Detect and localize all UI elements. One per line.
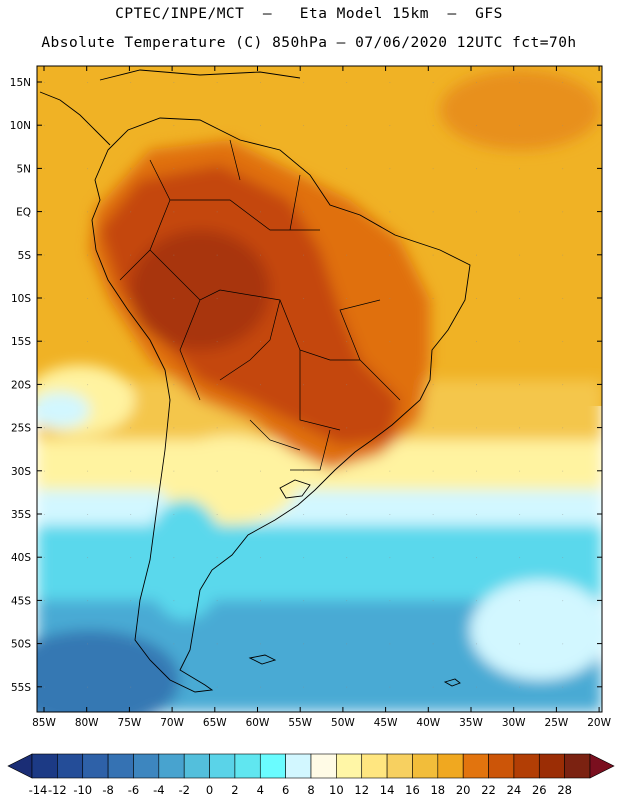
central-america-coastline bbox=[39, 91, 111, 146]
colorbar-swatch bbox=[133, 753, 160, 779]
lat-label: 5N bbox=[16, 163, 31, 175]
lat-label: 45S bbox=[11, 595, 31, 607]
country-borders bbox=[119, 139, 401, 471]
colorbar-label: -4 bbox=[153, 783, 164, 797]
lat-label: 10S bbox=[11, 293, 31, 305]
lat-label: 25S bbox=[11, 423, 31, 435]
colorbar-swatch bbox=[107, 753, 134, 779]
colorbar-swatch bbox=[488, 753, 515, 779]
colorbar-swatch bbox=[183, 753, 210, 779]
colorbar-swatch bbox=[513, 753, 540, 779]
colorbar-low-arrow bbox=[7, 753, 33, 779]
colorbar-label: 20 bbox=[456, 783, 471, 797]
colorbar-swatch bbox=[82, 753, 109, 779]
colorbar-label: 8 bbox=[307, 783, 314, 797]
lat-label: 15S bbox=[11, 336, 31, 348]
lat-label: 55S bbox=[11, 682, 31, 694]
lat-label: 15N bbox=[10, 77, 31, 89]
lat-label: 20S bbox=[11, 379, 31, 391]
colorbar-label: 24 bbox=[507, 783, 522, 797]
lat-label: EQ bbox=[16, 207, 31, 219]
colorbar-label: 22 bbox=[481, 783, 496, 797]
lon-label: 40W bbox=[416, 717, 440, 729]
colorbar-label: 18 bbox=[430, 783, 445, 797]
colorbar-label: 14 bbox=[380, 783, 395, 797]
colorbar-label: 4 bbox=[257, 783, 264, 797]
colorbar-swatch bbox=[386, 753, 413, 779]
south-georgia-coastline bbox=[443, 678, 461, 687]
lon-label: 60W bbox=[246, 717, 270, 729]
colorbar-label: -10 bbox=[73, 783, 92, 797]
lon-label: 65W bbox=[203, 717, 227, 729]
lon-label: 20W bbox=[587, 717, 611, 729]
lat-label: 5S bbox=[18, 250, 32, 262]
colorbar-swatch bbox=[361, 753, 388, 779]
colorbar-swatch bbox=[412, 753, 439, 779]
colorbar-swatch bbox=[336, 753, 363, 779]
lon-label: 45W bbox=[374, 717, 398, 729]
lon-label: 80W bbox=[75, 717, 99, 729]
map-title-line2: Absolute Temperature (C) 850hPa – 07/06/… bbox=[41, 35, 577, 51]
colorbar-label: 16 bbox=[405, 783, 420, 797]
colorbar-label: 28 bbox=[557, 783, 572, 797]
longitude-labels: 85W 80W 75W 70W 65W 60W 55W 50W 45W 40W 35W 30W 25W 2… bbox=[32, 66, 612, 729]
colorbar-high-arrow bbox=[589, 753, 615, 779]
lon-label: 25W bbox=[545, 717, 569, 729]
lat-label: 50S bbox=[11, 639, 31, 651]
map-frame bbox=[36, 65, 603, 713]
colorbar-swatch bbox=[285, 753, 312, 779]
colorbar-swatch bbox=[538, 753, 565, 779]
colorbar-swatch bbox=[564, 753, 591, 779]
lat-label: 35S bbox=[11, 509, 31, 521]
colorbar-label: 10 bbox=[329, 783, 344, 797]
colorbar-label: 0 bbox=[206, 783, 213, 797]
colorbar-label: 26 bbox=[532, 783, 547, 797]
colorbar-swatch bbox=[310, 753, 337, 779]
colorbar-label: 12 bbox=[354, 783, 369, 797]
lon-label: 55W bbox=[288, 717, 312, 729]
colorbar-label: 6 bbox=[282, 783, 289, 797]
lon-label: 85W bbox=[32, 717, 56, 729]
coastlines bbox=[39, 69, 471, 693]
lon-label: 50W bbox=[331, 717, 355, 729]
colorbar-label: -6 bbox=[128, 783, 139, 797]
colorbar-swatch bbox=[259, 753, 286, 779]
lat-label: 30S bbox=[11, 466, 31, 478]
river-plate-coastline bbox=[279, 479, 311, 499]
colorbar-swatch bbox=[158, 753, 185, 779]
lon-label: 75W bbox=[118, 717, 142, 729]
colorbar-label: -14 bbox=[29, 783, 48, 797]
colorbar-swatch bbox=[31, 753, 58, 779]
colorbar-label: -12 bbox=[48, 783, 67, 797]
falklands-coastline bbox=[248, 654, 277, 665]
colorbar-swatch bbox=[462, 753, 489, 779]
temperature-field bbox=[37, 66, 602, 712]
caribbean-coast bbox=[99, 69, 301, 81]
south-america-coastline bbox=[91, 117, 471, 693]
map-title-line1: CPTEC/INPE/MCT – Eta Model 15km – GFS bbox=[115, 6, 503, 22]
colorbar-label: -8 bbox=[102, 783, 113, 797]
colorbar-label: 2 bbox=[231, 783, 238, 797]
colorbar-swatch bbox=[57, 753, 84, 779]
latitude-labels: 15N 10N 5N EQ 5S 10S 15S 20S 25S 30S 35S 40S 45S 50S 5… bbox=[10, 77, 602, 694]
lon-label: 35W bbox=[459, 717, 483, 729]
lat-label: 10N bbox=[10, 120, 31, 132]
colorbar-swatch bbox=[437, 753, 464, 779]
colorbar-swatch bbox=[234, 753, 261, 779]
colorbar-label: -2 bbox=[178, 783, 189, 797]
lon-label: 70W bbox=[160, 717, 184, 729]
lon-label: 30W bbox=[502, 717, 526, 729]
temperature-colorbar: -14 -12 -10 -8 -6 -4 -2 0 2 4 6 8 10 12 14 16 18 20 22 24 26… bbox=[7, 753, 615, 797]
lat-lon-dot-grid bbox=[37, 66, 602, 712]
lat-label: 40S bbox=[11, 552, 31, 564]
colorbar-swatch bbox=[209, 753, 236, 779]
